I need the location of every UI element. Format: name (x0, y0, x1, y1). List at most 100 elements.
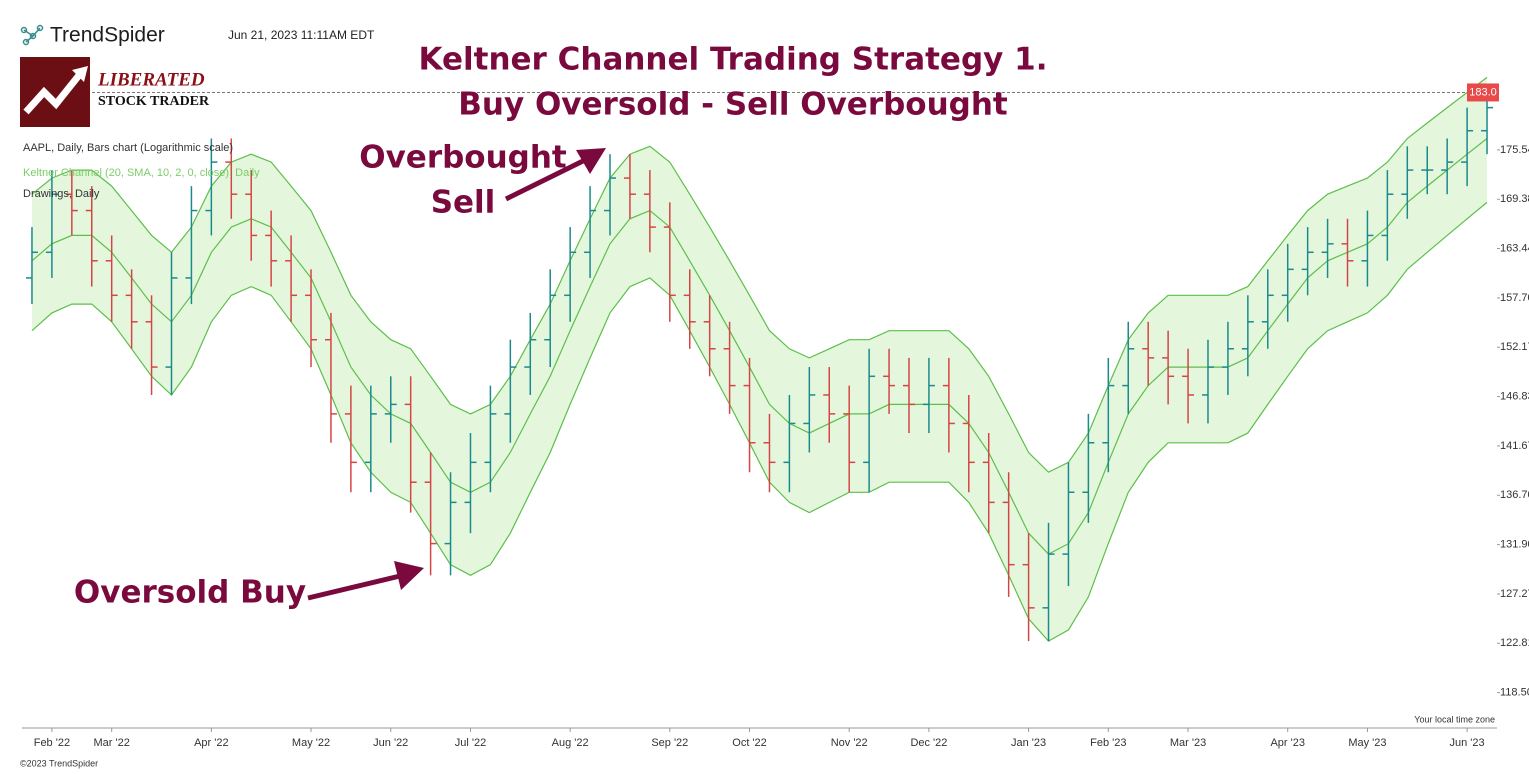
timezone-note: Your local time zone (1414, 714, 1495, 724)
ohlc-bar (823, 367, 836, 443)
x-tick-label: Apr '22 (194, 737, 229, 749)
ohlc-bar (544, 269, 557, 368)
ohlc-bar (564, 227, 577, 322)
ohlc-bar (384, 376, 397, 443)
ohlc-bar (324, 312, 337, 443)
x-tick-label: Nov '22 (831, 737, 868, 749)
arrow (307, 148, 606, 601)
ohlc-bar (45, 170, 58, 278)
ohlc-bar (1461, 107, 1474, 187)
ohlc-bar (1162, 330, 1175, 405)
ohlc-bar (643, 170, 656, 253)
ohlc-bar (364, 385, 377, 493)
last-price-label: 183.0 (1469, 86, 1497, 98)
x-tick-label: Aug '22 (552, 737, 589, 749)
ohlc-bar (1221, 321, 1234, 395)
brand: TrendSpider (50, 24, 165, 47)
x-tick-label: May '22 (292, 737, 330, 749)
x-tick-label: Mar '23 (1170, 737, 1206, 749)
ohlc-bar (205, 138, 218, 236)
ohlc-bar (1261, 269, 1274, 349)
x-tick-label: May '23 (1348, 737, 1386, 749)
ohlc-bar (1042, 522, 1055, 642)
ohlc-bar (404, 376, 417, 513)
y-tick-label: 122.81 (1500, 637, 1529, 649)
channel-middle (31, 138, 1488, 555)
ohlc-bar (524, 312, 537, 395)
x-tick-label: Feb '23 (1090, 737, 1126, 749)
x-tick-label: Apr '23 (1270, 737, 1305, 749)
y-tick-label: 131.90 (1500, 539, 1529, 551)
x-tick-label: Mar '22 (94, 737, 130, 749)
ohlc-bar (1122, 321, 1135, 414)
logo: LIBERATED STOCK TRADER (20, 57, 210, 127)
ohlc-bar (225, 138, 238, 219)
y-tick-label: 127.27 (1500, 588, 1529, 600)
ohlc-bar (484, 385, 497, 493)
ohlc-bar (703, 295, 716, 377)
x-tick-label: Jun '22 (373, 737, 408, 749)
ohlc-bar (743, 357, 756, 473)
logo-line2: STOCK TRADER (98, 94, 210, 109)
ohlc-bar (803, 367, 816, 453)
ohlc-bar (125, 269, 138, 349)
ohlc-bar (962, 394, 975, 493)
ohlc-bar (464, 433, 477, 534)
annotation: Oversold Buy (74, 575, 306, 611)
channel-upper (31, 76, 1488, 473)
ohlc-bar (1142, 321, 1155, 386)
logo-line1: LIBERATED (97, 69, 205, 90)
ohlc-bar (265, 210, 278, 287)
y-tick-label: 136.70 (1500, 489, 1529, 501)
legend-entry: Drawings, Daily (23, 188, 100, 200)
ohlc-bar (1341, 218, 1354, 287)
ohlc-bar (763, 413, 776, 493)
ohlc-bar (604, 154, 616, 236)
ohlc-bar (145, 295, 158, 395)
y-tick-label: 118.50 (1500, 686, 1529, 698)
legend-entry: Keltner Channel (20, SMA, 10, 2, 0, clos… (23, 167, 260, 179)
last-price-box (1467, 83, 1499, 102)
ohlc-bar (25, 227, 38, 305)
y-tick-label: 141.67 (1500, 440, 1529, 452)
ohlc-bar (424, 452, 437, 576)
ohlc-bar (982, 433, 995, 534)
ohlc-bar (245, 170, 258, 261)
ohlc-bar (1381, 170, 1394, 261)
ohlc-bar (1202, 339, 1214, 424)
ohlc-bar (504, 339, 517, 443)
annotation: Sell (431, 185, 496, 221)
ohlc-bar (663, 202, 676, 322)
ohlc-bar (843, 385, 856, 493)
ohlc-bar (883, 348, 896, 414)
ohlc-bar (942, 357, 955, 453)
ohlc-bar (922, 357, 935, 434)
ohlc-bar (903, 357, 915, 434)
ohlc-bar (584, 186, 597, 278)
ohlc-bar (1022, 533, 1035, 642)
y-tick-label: 169.38 (1500, 193, 1529, 205)
x-tick-label: Dec '22 (910, 737, 947, 749)
ohlc-bar (683, 269, 696, 349)
channel-lower (31, 201, 1488, 642)
x-tick-label: Jul '22 (455, 737, 486, 749)
ohlc-bar (1182, 348, 1195, 424)
x-tick-label: Sep '22 (651, 737, 688, 749)
ohlc-bar (185, 186, 198, 305)
ohlc-bar (1421, 146, 1434, 195)
channel-fill (31, 77, 1488, 642)
chart-subtitle: Buy Oversold - Sell Overbought (458, 87, 1008, 123)
ohlc-bar (1241, 295, 1254, 377)
y-tick-label: 152.17 (1500, 341, 1529, 353)
ohlc-bar (65, 170, 78, 236)
ohlc-bar (444, 472, 457, 576)
ohlc-bar (1281, 243, 1294, 322)
brand-icon (20, 24, 44, 46)
ohlc-bar (863, 348, 876, 493)
x-tick-label: Jun '23 (1450, 737, 1485, 749)
ohlc-bar (723, 321, 736, 414)
x-tick-label: Jan '23 (1011, 737, 1046, 749)
chart-title: Keltner Channel Trading Strategy 1. (419, 42, 1048, 78)
